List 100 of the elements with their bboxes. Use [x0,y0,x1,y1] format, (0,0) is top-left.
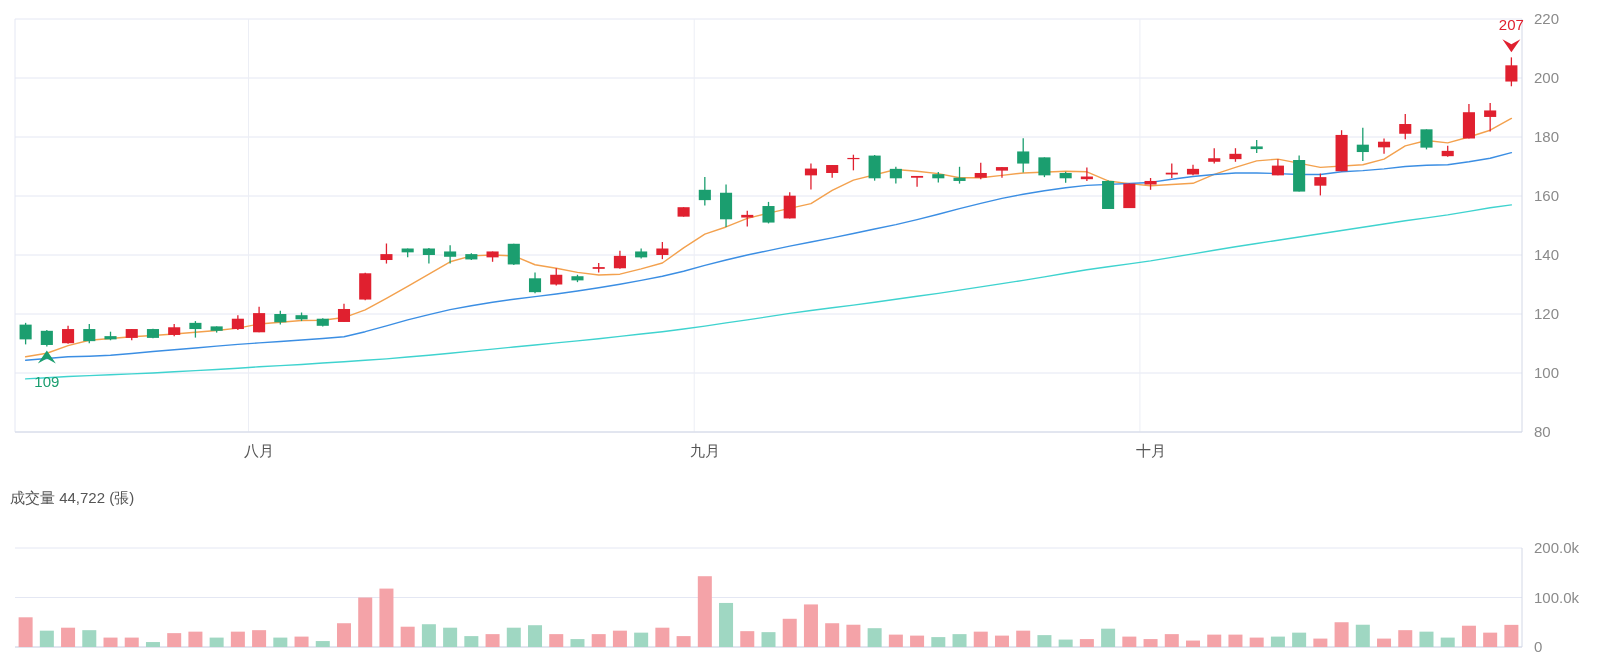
y-tick-label: 0 [1534,638,1543,655]
bar [803,604,818,647]
bar [1292,632,1307,647]
annotation: 109 [34,373,60,391]
candlestick [422,247,435,265]
bar [18,617,33,647]
bar [273,637,288,647]
candlestick [995,166,1009,179]
bar [1249,637,1264,647]
bar [612,630,627,647]
bar [421,624,436,647]
candlestick [380,242,393,265]
candlestick [1017,137,1030,174]
bar [931,637,946,647]
bar [1398,630,1413,647]
bar [634,632,649,647]
bar [591,634,606,647]
bar [761,632,776,647]
y-tick-label: 220 [1534,10,1560,27]
y-tick-label: 180 [1534,128,1560,145]
bar [1504,624,1519,647]
bar [740,631,755,647]
bar [39,630,54,647]
bar [1016,630,1031,647]
bar [315,641,330,647]
candlestick [83,323,96,344]
bar [1186,640,1201,647]
bar [952,634,967,647]
y-tick-label: 140 [1534,246,1560,263]
bar [336,623,351,647]
bar [1164,634,1179,647]
bar [82,630,97,647]
y-tick-label: 80 [1534,423,1551,440]
candlestick [1505,56,1518,87]
bar [103,637,118,647]
bar [846,624,861,647]
bar [230,631,245,647]
bar [209,637,224,647]
annotation: 207 [1498,16,1524,34]
bar [294,636,309,647]
chart-title: 成交量 44,722 (張) [10,489,135,506]
bar [1483,632,1498,647]
y-tick-label: 100.0k [1534,588,1580,606]
bar [1037,635,1052,647]
bar [973,631,988,647]
candlestick [337,303,351,323]
bar [676,636,691,647]
bar [1228,634,1243,647]
x-tick-label: 九月 [689,442,720,459]
bar [124,637,139,647]
candlestick [1399,113,1412,141]
bar [1419,631,1434,647]
bar [167,633,182,647]
candlestick [868,154,881,182]
y-tick-label: 200.0k [1534,539,1580,556]
candlestick [1356,127,1369,162]
bar [1440,637,1455,647]
candlestick [911,175,924,188]
bar [1377,638,1392,647]
candlestick [1484,102,1497,133]
bar [994,635,1009,647]
bar [867,628,882,647]
bar [400,626,415,647]
candlestick [1038,156,1051,178]
candlestick [1314,172,1327,197]
bar [1461,625,1476,647]
y-tick-label: 120 [1534,305,1560,322]
candlestick [698,176,711,207]
bar [1058,639,1073,647]
bar [252,630,267,647]
bar [464,636,479,647]
candlestick [19,322,32,346]
bar [719,602,734,647]
bar [697,576,712,647]
bar [1122,636,1137,647]
bar [61,627,76,647]
bar [1313,638,1328,647]
bar [1079,639,1094,647]
bar [1143,639,1158,647]
bar [1270,636,1285,647]
candlestick [1420,128,1433,151]
candlestick [444,244,457,265]
y-tick-label: 100 [1534,364,1560,381]
bar [358,597,373,647]
y-tick-label: 160 [1534,187,1560,204]
bar [485,634,500,647]
bar [888,634,903,647]
bar [443,627,458,647]
candlestick [253,305,266,333]
x-tick-label: 十月 [1135,442,1166,459]
bar [1334,622,1349,647]
bar [188,631,203,647]
bar [570,639,585,647]
candlestick [783,191,796,220]
bar [782,618,797,647]
bar [379,588,394,647]
candlestick [528,271,542,294]
bar [910,635,925,647]
bar [549,634,564,647]
bar [528,625,543,647]
